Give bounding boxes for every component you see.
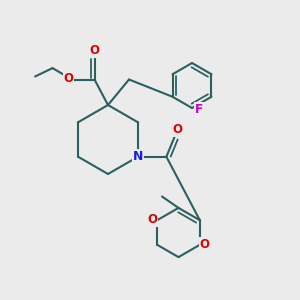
Text: O: O [172,123,182,136]
Text: F: F [195,103,204,116]
Text: O: O [200,238,210,251]
Text: O: O [63,72,74,85]
Text: O: O [147,213,158,226]
Text: N: N [133,150,143,163]
Text: O: O [89,44,100,57]
